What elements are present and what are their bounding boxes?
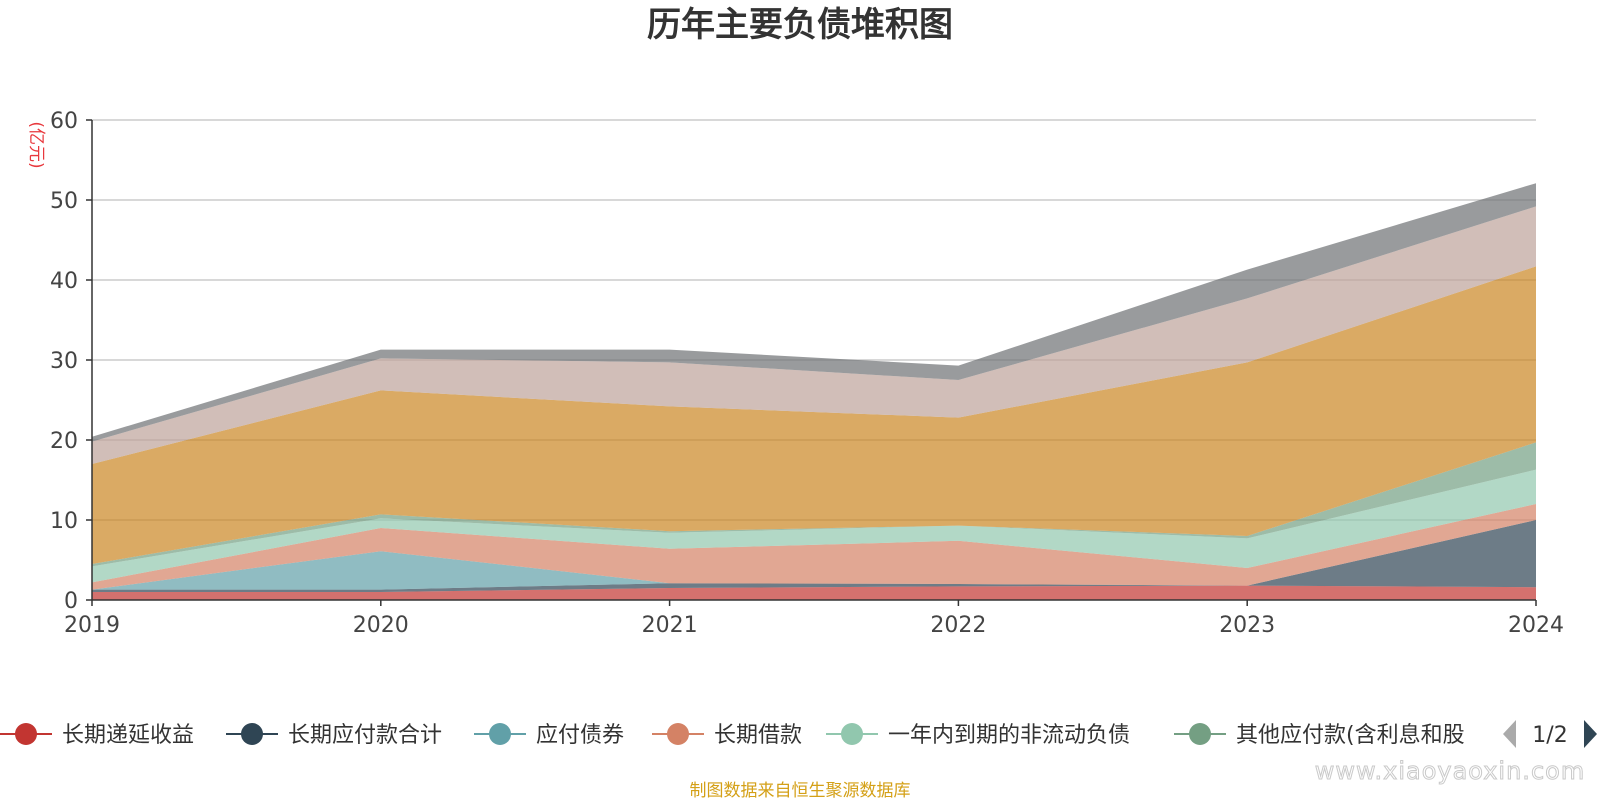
x-tick-label-3: 2022 [930, 613, 986, 638]
chart-title: 历年主要负债堆积图 [647, 5, 953, 45]
legend-item-1[interactable]: 长期应付款合计 [226, 723, 442, 748]
area-series-4[interactable] [92, 469, 1536, 583]
legend-page-indicator: 1/2 [1532, 723, 1567, 748]
x-tick-label-0: 2019 [64, 613, 120, 638]
x-tick-label-4: 2023 [1219, 613, 1275, 638]
legend-label: 长期应付款合计 [288, 723, 442, 748]
legend-item-0[interactable]: 长期递延收益 [0, 723, 194, 748]
axes [86, 119, 1537, 606]
y-tick-label-5: 50 [50, 189, 78, 214]
legend-label: 长期递延收益 [62, 723, 194, 748]
legend-pager: 1/2 [1503, 720, 1597, 748]
legend-item-3[interactable]: 长期借款 [652, 723, 802, 748]
legend-circle-marker [489, 723, 511, 745]
legend-item-5[interactable]: 其他应付款(含利息和股 [1174, 723, 1465, 748]
y-tick-label-3: 30 [50, 349, 78, 374]
legend-circle-marker [241, 723, 263, 745]
x-tick-label-2: 2021 [642, 613, 698, 638]
area-series-0[interactable] [92, 585, 1536, 600]
legend: 长期递延收益 长期应付款合计 应付债券 长期借款 一年内到期的非流动负债 其他应付款(含利… [0, 723, 1465, 748]
y-tick-label-4: 40 [50, 269, 78, 294]
legend-item-4[interactable]: 一年内到期的非流动负债 [826, 723, 1130, 748]
legend-circle-marker [667, 723, 689, 745]
legend-label: 其他应付款(含利息和股 [1236, 723, 1465, 748]
legend-prev-arrow-icon[interactable] [1503, 720, 1516, 748]
legend-circle-marker [15, 723, 37, 745]
legend-circle-marker [1189, 723, 1211, 745]
y-axis-unit-label: (亿元) [26, 121, 46, 168]
y-tick-label-6: 60 [50, 109, 78, 134]
x-tick-label-5: 2024 [1508, 613, 1564, 638]
area-series-3[interactable] [92, 504, 1536, 590]
y-tick-label-2: 20 [50, 429, 78, 454]
area-series-2[interactable] [92, 520, 1536, 590]
area-series-1[interactable] [92, 520, 1536, 592]
legend-label: 长期借款 [714, 723, 802, 748]
series-areas [92, 183, 1536, 600]
legend-circle-marker [841, 723, 863, 745]
data-source-note: 制图数据来自恒生聚源数据库 [690, 781, 911, 800]
y-tick-label-1: 10 [50, 509, 78, 534]
y-tick-label-0: 0 [64, 589, 78, 614]
legend-label: 应付债券 [536, 723, 624, 748]
area-series-6[interactable] [92, 266, 1536, 564]
legend-item-2[interactable]: 应付债券 [474, 723, 624, 748]
x-tick-label-1: 2020 [353, 613, 409, 638]
legend-label: 一年内到期的非流动负债 [888, 723, 1130, 748]
watermark: www.xiaoyaoxin.com [1315, 757, 1585, 785]
legend-next-arrow-icon[interactable] [1584, 720, 1597, 748]
tick-labels: 0 10 20 30 40 50 60 2019 2020 2021 2022 2023 2024 [50, 109, 1564, 638]
area-series-7[interactable] [92, 206, 1536, 464]
